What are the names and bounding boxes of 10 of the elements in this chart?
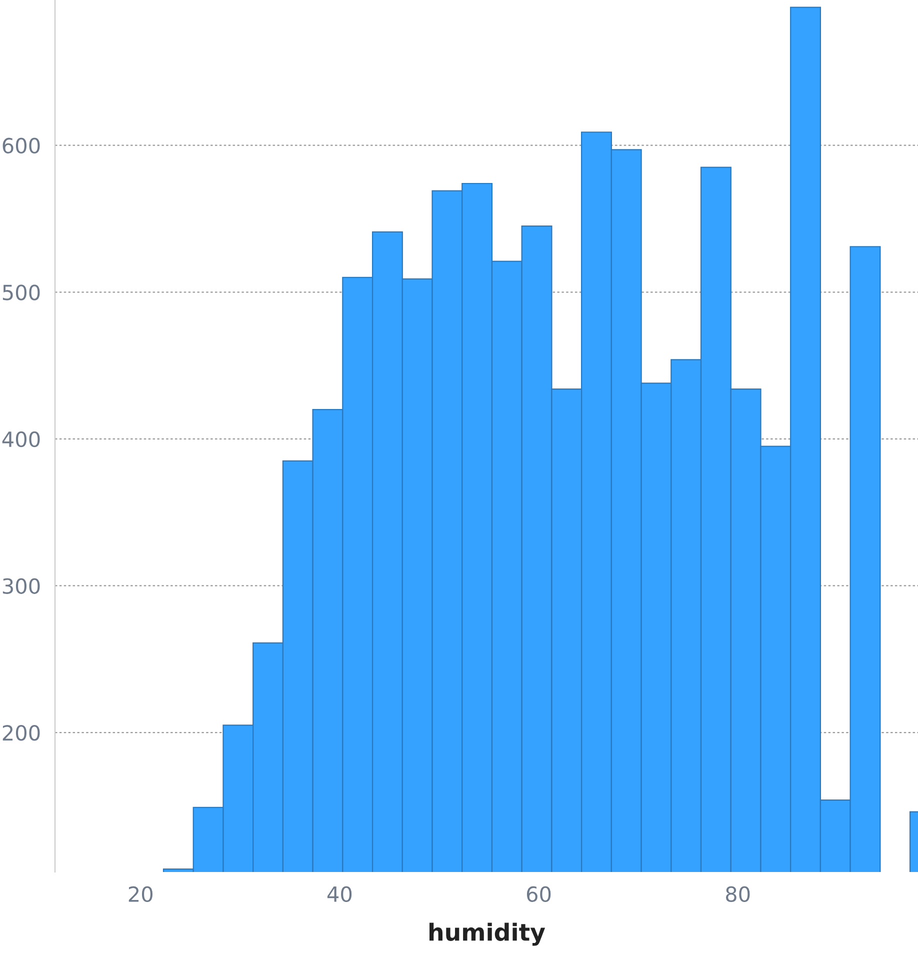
y-tick-label: 300 — [2, 578, 40, 594]
x-tick-label: 40 — [327, 886, 352, 902]
y-tick-label: 400 — [2, 431, 40, 448]
x-tick-label: 20 — [128, 886, 152, 902]
x-axis-title: humidity — [429, 922, 546, 946]
y-tick-label: 600 — [2, 138, 40, 154]
y-tick-label: 500 — [2, 284, 40, 300]
y-tick-label: 200 — [2, 724, 40, 741]
x-tick-label: 60 — [526, 886, 551, 902]
x-tick-label: 80 — [726, 886, 750, 902]
